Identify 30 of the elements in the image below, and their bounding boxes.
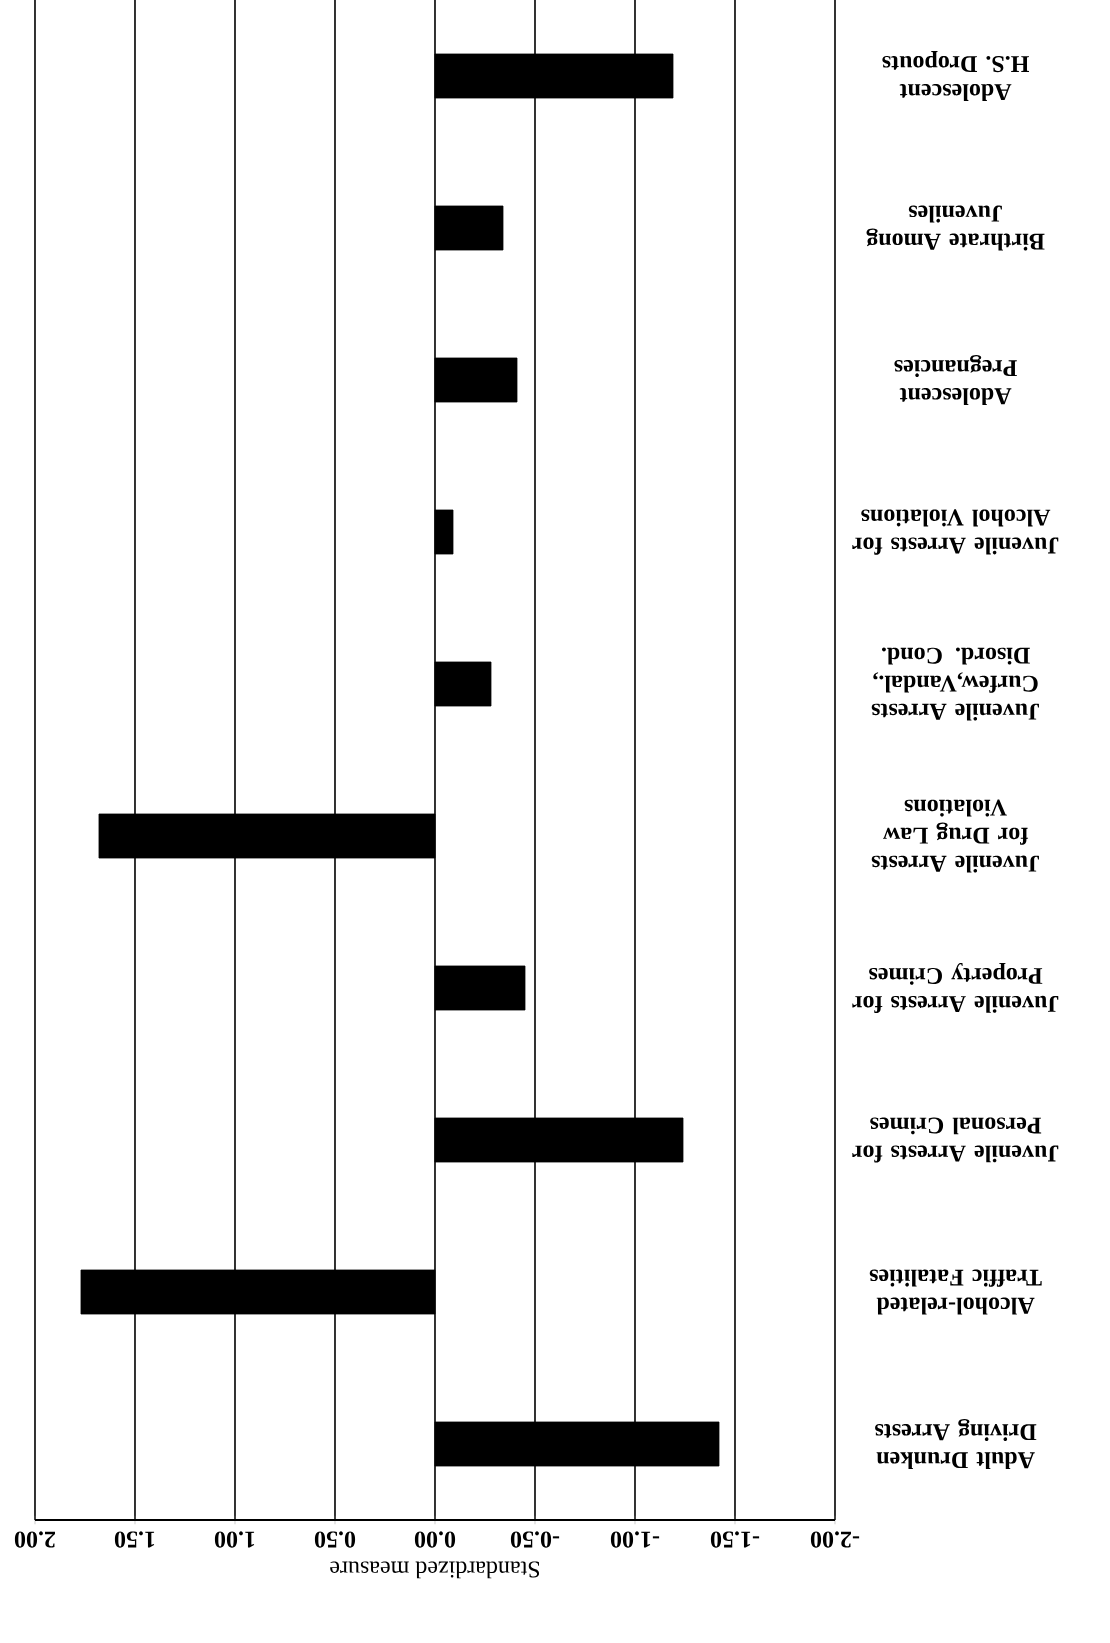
- y-tick-label: Adolescent Pregnancies: [894, 355, 1017, 405]
- x-tick-label: 0.50: [314, 1531, 356, 1548]
- y-tick-label: Adolescent H.S. Dropouts: [882, 51, 1029, 101]
- bar: [98, 813, 436, 859]
- y-tick-label: Juvenile Arrests Curfew,Vandal., Disord. Cond.: [871, 647, 1039, 721]
- bar: [434, 53, 674, 99]
- y-tick-label: Alcohol-related Traffic Fatalities: [869, 1269, 1042, 1315]
- bar: [434, 357, 518, 403]
- bar: [80, 1269, 436, 1315]
- x-tick-label: 1.50: [114, 1531, 155, 1548]
- bar: [434, 1421, 720, 1467]
- y-tick-label: Juvenile Arrests for Drug Law Violations: [871, 799, 1039, 873]
- bar: [434, 509, 454, 555]
- y-tick-label: Juvenile Arrests for Property Crimes: [852, 962, 1059, 1014]
- x-tick-label: 2.00: [14, 1531, 55, 1548]
- y-tick-label: Juvenile Arrests for Alcohol Violations: [852, 509, 1059, 555]
- bar: [434, 205, 504, 251]
- y-tick-label: Adult Drunken Driving Arrests: [875, 1419, 1037, 1469]
- x-tick-label: 0.00: [414, 1531, 456, 1548]
- x-tick-label: 1.00: [214, 1531, 255, 1548]
- x-axis-title: Standardized measure: [330, 1561, 540, 1579]
- x-tick-label: -1.00: [610, 1531, 660, 1548]
- x-tick-label: -2.00: [810, 1531, 860, 1548]
- y-tick-label: Juvenile Arrests for Personal Crimes: [852, 1117, 1059, 1163]
- x-tick-label: -0.50: [510, 1531, 560, 1548]
- bar: [434, 1117, 684, 1163]
- x-tick-label: -1.50: [710, 1531, 760, 1548]
- bar: [434, 661, 492, 707]
- y-tick-label: Birthrate Among Juveniles: [866, 205, 1045, 251]
- bar: [434, 965, 526, 1011]
